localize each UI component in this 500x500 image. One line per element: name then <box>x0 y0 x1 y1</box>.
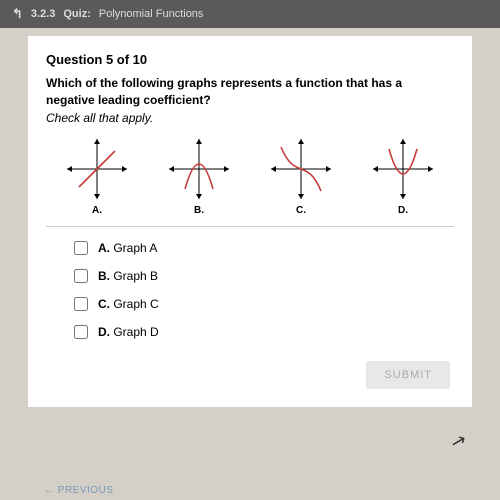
option-row-c: C. Graph C <box>74 297 454 311</box>
option-checkbox-a[interactable] <box>74 241 88 255</box>
option-checkbox-d[interactable] <box>74 325 88 339</box>
graph-b: B. <box>165 135 233 216</box>
graphs-row: A. B. C. <box>46 135 454 216</box>
graph-c: C. <box>267 135 335 216</box>
previous-link[interactable]: ← PREVIOUS <box>44 485 113 496</box>
graph-d: D. <box>369 135 437 216</box>
quiz-title: Polynomial Functions <box>99 8 204 20</box>
graph-svg <box>63 135 131 203</box>
option-label: D. Graph D <box>98 325 159 339</box>
back-arrow-icon[interactable]: ↰ <box>12 6 23 22</box>
graph-svg <box>165 135 233 203</box>
submit-button[interactable]: SUBMIT <box>366 361 450 389</box>
option-row-b: B. Graph B <box>74 269 454 283</box>
question-text: Which of the following graphs represents… <box>46 75 454 109</box>
graph-label: B. <box>165 205 233 216</box>
graph-label: C. <box>267 205 335 216</box>
option-label: B. Graph B <box>98 269 158 283</box>
option-checkbox-b[interactable] <box>74 269 88 283</box>
option-label: A. Graph A <box>98 241 157 255</box>
question-instruction: Check all that apply. <box>46 111 454 125</box>
graph-a: A. <box>63 135 131 216</box>
option-checkbox-c[interactable] <box>74 297 88 311</box>
graph-label: A. <box>63 205 131 216</box>
options-list: A. Graph A B. Graph B C. Graph C D. Grap… <box>74 241 454 339</box>
option-row-a: A. Graph A <box>74 241 454 255</box>
cursor-icon: ↖ <box>448 429 468 453</box>
graph-svg <box>369 135 437 203</box>
graph-svg <box>267 135 335 203</box>
quiz-header: ↰ 3.2.3 Quiz: Polynomial Functions <box>0 0 500 28</box>
quiz-label: Quiz: <box>63 8 91 20</box>
option-row-d: D. Graph D <box>74 325 454 339</box>
question-card: Question 5 of 10 Which of the following … <box>28 36 472 407</box>
divider <box>46 226 454 227</box>
question-number: Question 5 of 10 <box>46 52 454 67</box>
graph-label: D. <box>369 205 437 216</box>
option-label: C. Graph C <box>98 297 159 311</box>
section-number: 3.2.3 <box>31 8 55 20</box>
